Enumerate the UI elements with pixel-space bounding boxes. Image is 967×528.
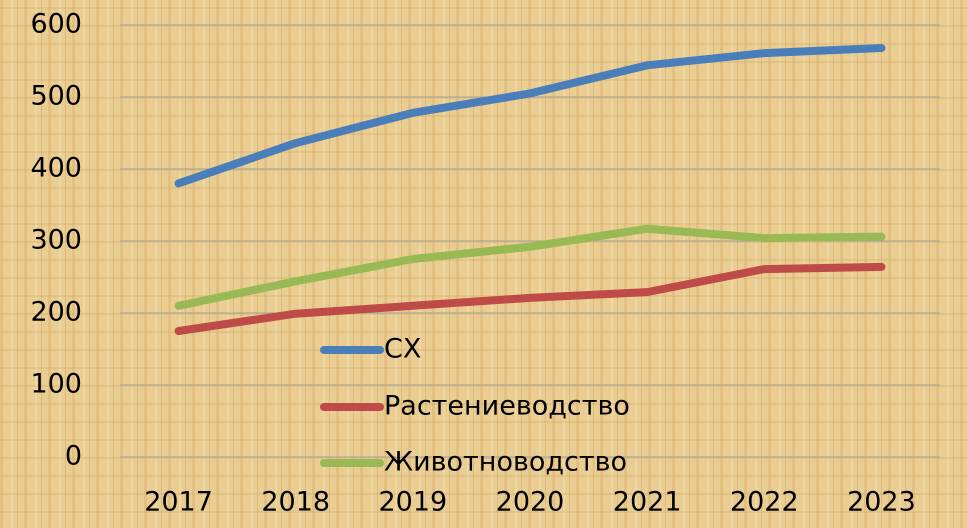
- y-tick-label: 400: [30, 153, 82, 184]
- y-tick-label: 200: [30, 297, 82, 328]
- x-tick-label: 2020: [496, 487, 565, 518]
- x-tick-label: 2017: [144, 487, 213, 518]
- series-line: [174, 44, 886, 188]
- x-tick-label: 2019: [378, 487, 447, 518]
- legend-label: Животноводство: [384, 447, 627, 478]
- x-tick-label: 2018: [261, 487, 330, 518]
- series-line: [174, 224, 886, 310]
- legend-label: Растениеводство: [384, 391, 630, 422]
- y-tick-label: 100: [30, 369, 82, 400]
- x-tick-label: 2021: [613, 487, 682, 518]
- series-line: [174, 262, 886, 335]
- y-tick-label: 0: [65, 441, 82, 472]
- y-tick-label: 500: [30, 81, 82, 112]
- x-tick-label: 2023: [847, 487, 916, 518]
- x-tick-label: 2022: [730, 487, 799, 518]
- y-tick-label: 600: [30, 9, 82, 40]
- legend-label: СХ: [384, 334, 421, 365]
- y-tick-label: 300: [30, 225, 82, 256]
